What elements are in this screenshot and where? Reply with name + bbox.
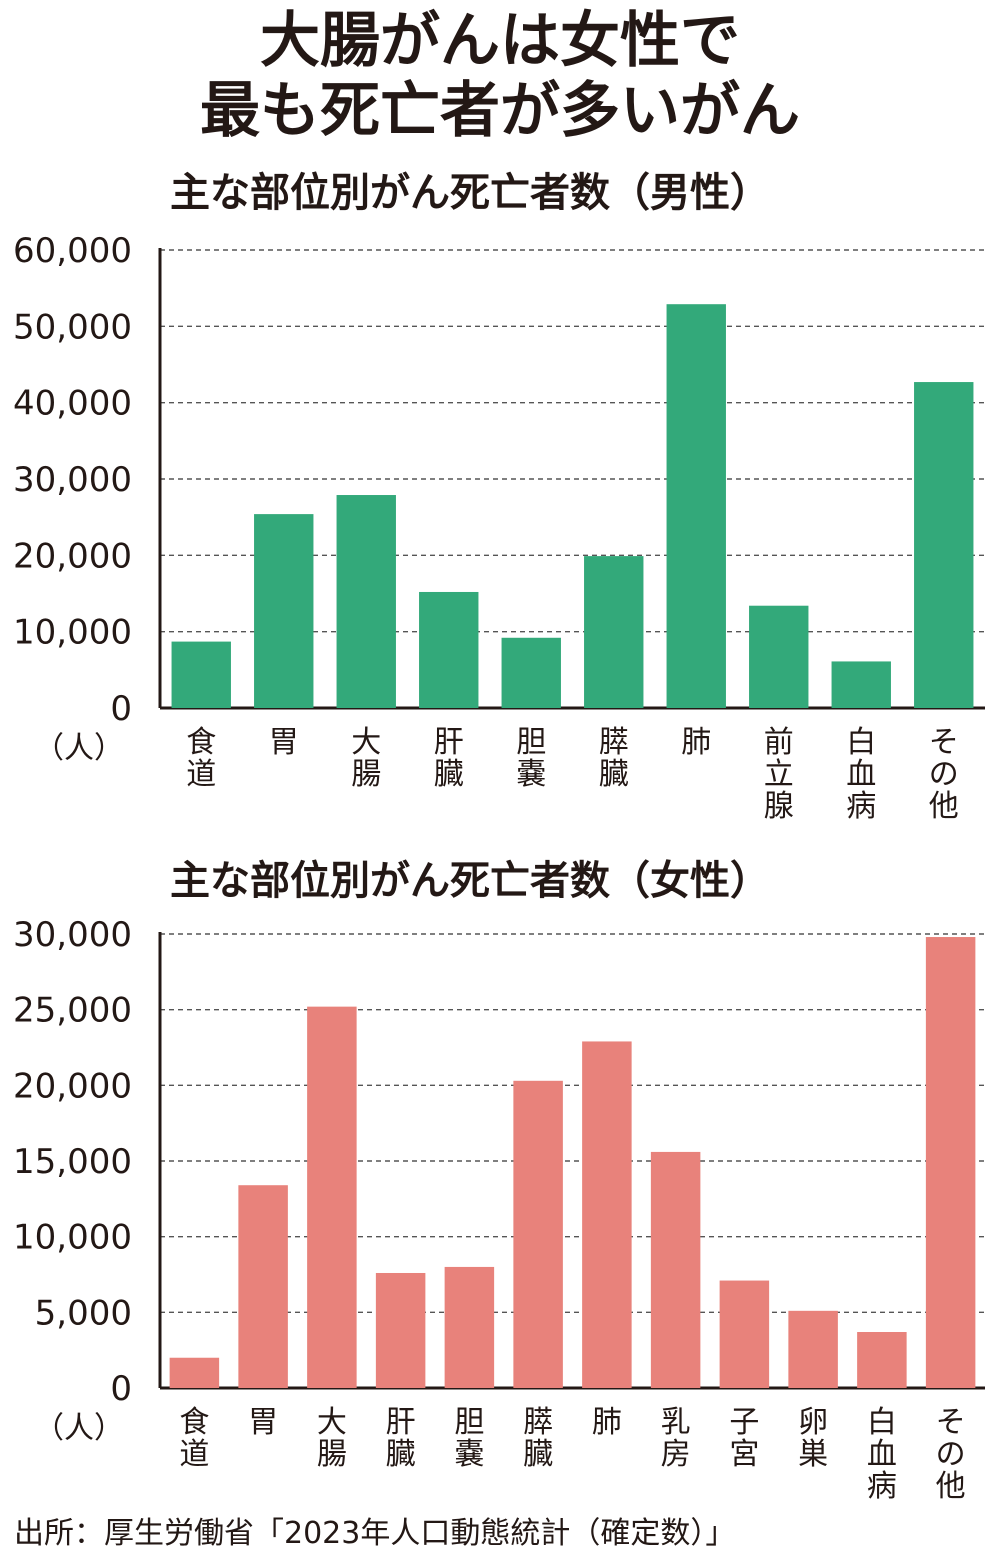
female-chart-title: 主な部位別がん死亡者数（女性）: [170, 858, 770, 904]
female-category-label: 胃: [248, 1405, 278, 1440]
female-bar-6: [513, 1080, 563, 1388]
male-bar-2: [254, 514, 314, 708]
male-bar-3: [336, 495, 396, 708]
male-y-tick-label: 30,000: [13, 460, 132, 500]
female-unit-label: （人）: [34, 1411, 124, 1446]
male-bar-6: [584, 556, 644, 708]
male-category-label: 胃: [269, 725, 299, 760]
female-bar-4: [375, 1272, 426, 1388]
male-bar-4: [419, 591, 479, 708]
male-category-label: 膵臓: [599, 725, 629, 792]
female-category-label: 肝臓: [386, 1405, 416, 1472]
male-bar-9: [831, 661, 891, 708]
male-y-tick-label: 40,000: [13, 384, 132, 424]
female-chart: 0 5,000 10,000 15,000 20,000 25,000 30,000 食道 胃 大…: [13, 915, 985, 1504]
source-note: 出所：厚生労働省「2023年人口動態統計（確定数）」: [14, 1516, 736, 1551]
male-y-tick-label: 0: [110, 689, 132, 729]
female-y-tick-label: 25,000: [13, 991, 132, 1031]
female-y-tick-label: 5,000: [35, 1293, 132, 1333]
male-category-label: 胆嚢: [516, 725, 546, 792]
main-title-line-2: 最も死亡者が多いがん: [200, 76, 800, 146]
female-bar-1: [169, 1357, 220, 1388]
female-category-label: 食道: [179, 1405, 209, 1472]
female-category-label: 乳房: [661, 1405, 691, 1472]
female-y-tick-label: 15,000: [13, 1142, 132, 1182]
female-bar-11: [857, 1332, 907, 1388]
male-y-tick-label: 20,000: [13, 536, 132, 576]
female-bar-12: [925, 937, 976, 1388]
male-y-tick-label: 50,000: [13, 307, 132, 347]
female-category-label: 卵巣: [798, 1405, 828, 1472]
male-bar-8: [749, 605, 809, 708]
female-bar-7: [582, 1041, 632, 1388]
male-bar-5: [501, 637, 561, 708]
male-bar-7: [666, 304, 726, 708]
female-category-label: 肺: [592, 1405, 622, 1440]
male-chart: 0 10,000 20,000 30,000 40,000 50,000 60,000 食道 胃…: [13, 231, 985, 824]
male-category-label: 肝臓: [434, 725, 464, 792]
main-title-line-1: 大腸がんは女性で: [260, 6, 740, 76]
male-chart-title: 主な部位別がん死亡者数（男性）: [170, 170, 770, 216]
female-category-label: 白血病: [867, 1405, 897, 1504]
female-category-label: 子宮: [729, 1405, 759, 1472]
female-y-tick-label: 20,000: [13, 1066, 132, 1106]
female-y-tick-label: 10,000: [13, 1218, 132, 1258]
male-category-label: 大腸: [351, 725, 381, 792]
male-category-label: 肺: [681, 725, 711, 760]
female-category-label: 膵臓: [523, 1405, 553, 1472]
male-y-tick-label: 10,000: [13, 613, 132, 653]
female-bar-9: [719, 1280, 770, 1388]
female-category-label: 大腸: [317, 1405, 347, 1472]
female-category-label: その他: [936, 1405, 966, 1504]
male-unit-label: （人）: [34, 731, 124, 766]
female-bar-5: [444, 1266, 495, 1388]
male-category-label: その他: [929, 725, 959, 824]
male-bar-1: [171, 641, 231, 708]
male-category-label: 前立腺: [764, 725, 794, 824]
male-y-tick-label: 60,000: [13, 231, 132, 271]
male-category-label: 食道: [186, 725, 216, 792]
female-bar-3: [307, 1006, 357, 1388]
female-y-tick-label: 0: [110, 1369, 132, 1409]
female-y-tick-label: 30,000: [13, 915, 132, 955]
female-category-label: 胆嚢: [454, 1405, 484, 1472]
female-bar-10: [788, 1310, 838, 1388]
male-category-label: 白血病: [846, 725, 876, 824]
female-bar-8: [650, 1151, 701, 1388]
male-bar-10: [914, 382, 974, 708]
female-bar-2: [238, 1185, 288, 1388]
